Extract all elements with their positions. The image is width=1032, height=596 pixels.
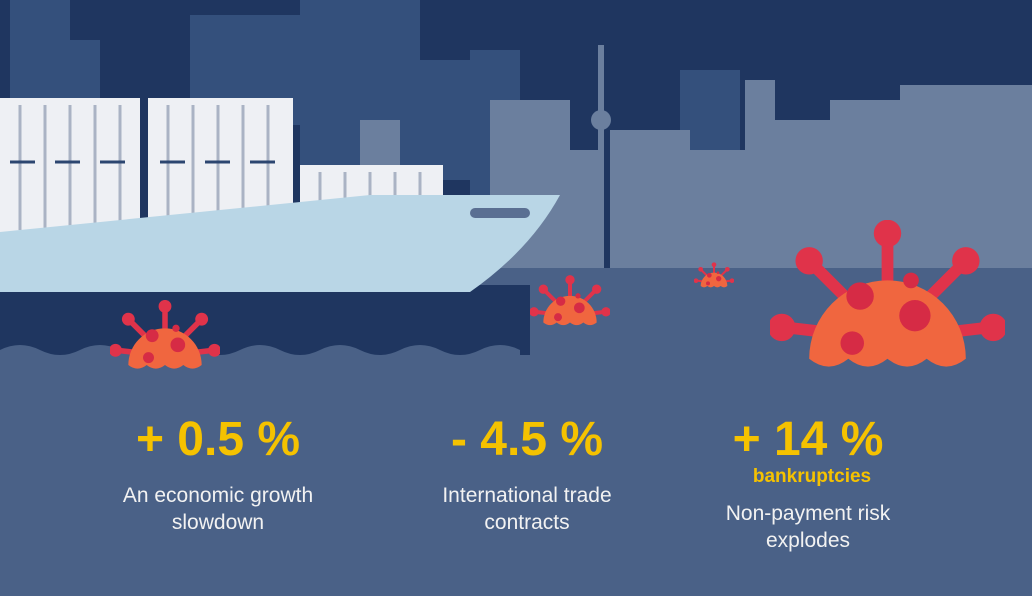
stat: + 14 % bankruptcies Non-payment risk exp… (708, 414, 908, 554)
stat-label: An economic growth slowdown (122, 484, 314, 534)
ship-hull (0, 195, 560, 292)
stat-sublabel: bankruptcies (752, 466, 872, 487)
stat: + 0.5 % An economic growth slowdown (103, 414, 333, 536)
ship-shadow (0, 285, 530, 355)
stat-label: International trade contracts (442, 484, 612, 534)
stat-value: + 0.5 % (135, 413, 301, 466)
porthole (470, 208, 530, 218)
containers (0, 98, 443, 238)
stat-value: + 14 % (732, 413, 884, 466)
stat-label: Non-payment risk explodes (725, 502, 891, 552)
stat-value: - 4.5 % (450, 413, 604, 466)
stat: - 4.5 % International trade contracts (417, 414, 637, 536)
